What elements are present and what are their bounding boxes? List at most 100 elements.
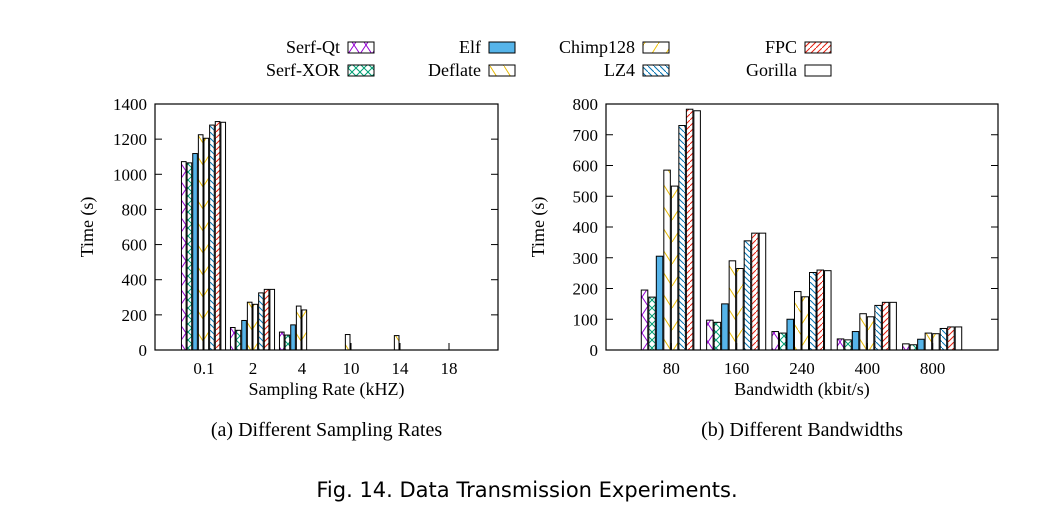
legend-label-fpc: FPC (765, 37, 797, 57)
xtick-label-b-160: 160 (724, 359, 750, 378)
legend-label-serf-xor: Serf-XOR (266, 60, 340, 80)
bar-lz4-0.1-fill (209, 125, 215, 350)
ytick-label-b-400: 400 (573, 218, 599, 237)
ytick-label-a-1000: 1000 (113, 165, 147, 184)
bar-serf-qt-4-fill (279, 332, 285, 350)
bar-gorilla-160 (758, 232, 767, 351)
bar-deflate-800-fill (925, 333, 932, 350)
legend-label-gorilla: Gorilla (746, 60, 797, 80)
bar-chimp128-0.1-fill (204, 138, 209, 350)
bar-fpc-240-fill (817, 270, 824, 350)
ytick-label-b-200: 200 (573, 280, 599, 299)
bar-gorilla-0.1 (220, 121, 227, 351)
bar-chimp128-800-fill (932, 333, 940, 350)
legend-swatch-fill-serf-xor (348, 65, 374, 76)
legend-label-deflate: Deflate (428, 60, 481, 80)
legend-swatch-chimp128 (642, 41, 670, 54)
bar-elf-2-fill (241, 320, 247, 350)
legend-swatch-fill-chimp128 (643, 42, 669, 53)
bar-fpc-80-fill (686, 109, 693, 350)
bar-chimp128-80-fill (671, 186, 678, 350)
ytick-label-a-1200: 1200 (113, 130, 147, 149)
legend-swatch-fill-elf (489, 42, 515, 53)
bar-fpc-800-fill (947, 326, 955, 350)
bar-gorilla-800 (954, 326, 963, 351)
bar-chimp128-240-fill (802, 296, 809, 350)
legend-swatch-fill-lz4 (643, 65, 669, 76)
ytick-label-b-800: 800 (573, 95, 599, 114)
xtick-label-b-400: 400 (855, 359, 881, 378)
ytick-label-b-600: 600 (573, 157, 599, 176)
xtick-label-b-240: 240 (789, 359, 815, 378)
bar-serf-xor-80-fill (648, 297, 656, 350)
bar-gorilla-2 (269, 288, 276, 351)
bar-fpc-160-fill (751, 233, 759, 350)
legend-swatch-serf-xor (347, 64, 375, 77)
chart-sampling-rates: 0 200 400 600 800 1000 1200 1400 0.1 2 4 10 14 18 Samp… (77, 95, 499, 441)
plot-frame-a (154, 103, 499, 351)
bar-serf-xor-0.1-fill (187, 162, 192, 350)
ytick-label-a-1400: 1400 (113, 95, 147, 114)
legend: Serf-Qt Serf-XOR Elf Deflate Chimp128 LZ4 FPC G… (266, 37, 832, 80)
figure: Serf-Qt Serf-XOR Elf Deflate Chimp128 LZ4 FPC G… (77, 37, 999, 441)
xtick-label-a-0.1: 0.1 (193, 359, 214, 378)
legend-label-lz4: LZ4 (604, 60, 635, 80)
bar-chimp128-400-fill (867, 316, 874, 350)
bar-lz4-800-fill (940, 328, 947, 350)
bar-elf-80-fill (656, 256, 663, 350)
bar-deflate-0.1-fill (198, 134, 203, 350)
legend-swatch-lz4 (642, 64, 670, 77)
legend-swatch-elf (488, 41, 516, 54)
bar-chimp128-4-fill (302, 309, 307, 350)
bar-deflate-4-fill (296, 306, 301, 350)
xtick-label-b-800: 800 (920, 359, 946, 378)
ytick-label-a-400: 400 (122, 271, 148, 290)
bar-serf-xor-4-fill (285, 335, 290, 350)
legend-swatch-fill-fpc (805, 42, 831, 53)
bar-deflate-2-fill (247, 302, 252, 350)
ytick-label-a-600: 600 (122, 236, 148, 255)
legend-label-serf-qt: Serf-Qt (286, 37, 340, 57)
bar-serf-qt-2-fill (230, 327, 236, 350)
bar-fpc-0.1-fill (215, 121, 220, 350)
bar-serf-qt-240-fill (771, 331, 779, 350)
bar-deflate-10-fill (345, 334, 350, 350)
bar-elf-0.1-fill (192, 153, 198, 350)
ytick-label-a-0: 0 (139, 341, 148, 360)
bar-chimp128-160-fill (736, 268, 744, 350)
chart-bandwidths: 0 100 200 300 400 500 600 700 800 80 160 240 400 800 B… (528, 95, 999, 441)
legend-label-chimp128: Chimp128 (559, 37, 635, 57)
bar-elf-800-fill (917, 339, 925, 350)
ytick-label-b-100: 100 (573, 310, 599, 329)
chart-title-a: (a) Different Sampling Rates (211, 419, 442, 441)
bar-serf-xor-240-fill (779, 333, 786, 350)
legend-swatch-fill-serf-qt (348, 42, 374, 53)
bar-serf-qt-80-fill (641, 290, 648, 350)
ytick-label-b-300: 300 (573, 249, 599, 268)
x-axis-label-a: Sampling Rate (kHZ) (249, 379, 405, 400)
xtick-label-a-10: 10 (343, 359, 360, 378)
bar-gorilla-400 (889, 301, 897, 351)
bar-deflate-400-fill (859, 313, 867, 350)
xtick-label-a-14: 14 (392, 359, 410, 378)
xtick-label-a-2: 2 (249, 359, 258, 378)
ytick-label-a-800: 800 (122, 200, 148, 219)
x-axis-label-b: Bandwidth (kbit/s) (734, 379, 870, 400)
bar-serf-xor-800-fill (910, 344, 917, 350)
bar-fpc-2-fill (264, 289, 269, 350)
xtick-label-a-18: 18 (441, 359, 458, 378)
bar-lz4-400-fill (874, 305, 882, 350)
bar-serf-qt-800-fill (902, 343, 910, 350)
bar-elf-240-fill (786, 319, 794, 350)
y-axis-label-b: Time (s) (528, 197, 549, 258)
legend-label-elf: Elf (459, 37, 481, 57)
legend-swatch-serf-qt (347, 41, 375, 54)
bar-deflate-240-fill (794, 291, 801, 350)
bar-elf-160-fill (721, 303, 729, 350)
bar-elf-4-fill (290, 324, 296, 350)
legend-swatch-fpc (804, 41, 832, 54)
bar-serf-xor-2-fill (236, 330, 241, 350)
y-axis-label-a: Time (s) (77, 197, 98, 258)
bar-deflate-160-fill (729, 260, 736, 350)
xtick-label-a-4: 4 (298, 359, 307, 378)
